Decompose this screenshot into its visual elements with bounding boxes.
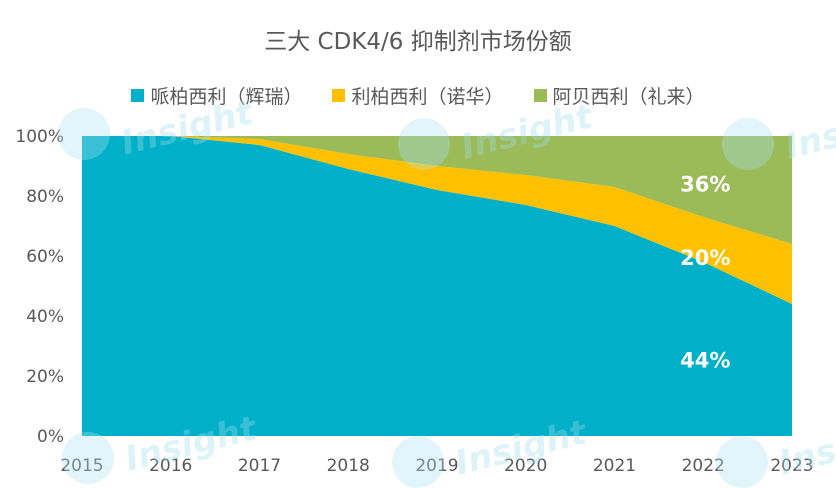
legend-label: 利柏西利（诺华） [351,86,504,108]
x-tick-label: 2017 [238,456,281,476]
x-tick-label: 2022 [682,456,725,476]
y-tick-label: 60% [26,247,64,267]
legend-item-palbociclib[interactable]: 哌柏西利（辉瑞） [131,82,302,109]
area-palbociclib[interactable] [82,136,792,436]
y-tick-label: 0% [37,427,64,447]
x-tick-label: 2015 [60,456,103,476]
x-tick-label: 2019 [415,456,458,476]
data-label: 36% [680,172,730,196]
y-axis: 0% 20% 40% 60% 80% 100% [15,127,64,447]
y-tick-label: 40% [26,307,64,327]
x-tick-label: 2021 [593,456,636,476]
area-abemaciclib[interactable] [82,136,792,244]
legend-label: 阿贝西利（礼来） [552,86,705,108]
chart-title: 三大 CDK4/6 抑制剂市场份额 [264,29,572,55]
annotation-layer: 44% 20% 36% [680,172,730,372]
x-tick-label: 2016 [149,456,192,476]
area-ribociclib[interactable] [82,136,792,304]
legend-item-abemaciclib[interactable]: 阿贝西利（礼来） [533,82,705,109]
legend-swatch [131,89,145,102]
legend-swatch [533,89,547,102]
data-label: 44% [680,349,730,373]
y-tick-label: 80% [26,187,64,207]
area-layer [82,136,792,436]
legend-item-ribociclib[interactable]: 利柏西利（诺华） [332,82,504,109]
legend-label: 哌柏西利（辉瑞） [150,86,303,108]
y-tick-label: 100% [15,127,64,147]
legend: 哌柏西利（辉瑞） 利柏西利（诺华） 阿贝西利（礼来） [0,82,836,109]
x-tick-label: 2018 [327,456,370,476]
x-tick-label: 2023 [770,456,813,476]
data-label: 20% [680,246,730,270]
x-axis: 2015 2016 2017 2018 2019 2020 2021 2022 2023 [60,456,813,476]
legend-swatch [332,89,346,102]
x-tick-label: 2020 [504,456,547,476]
y-tick-label: 20% [26,367,64,387]
